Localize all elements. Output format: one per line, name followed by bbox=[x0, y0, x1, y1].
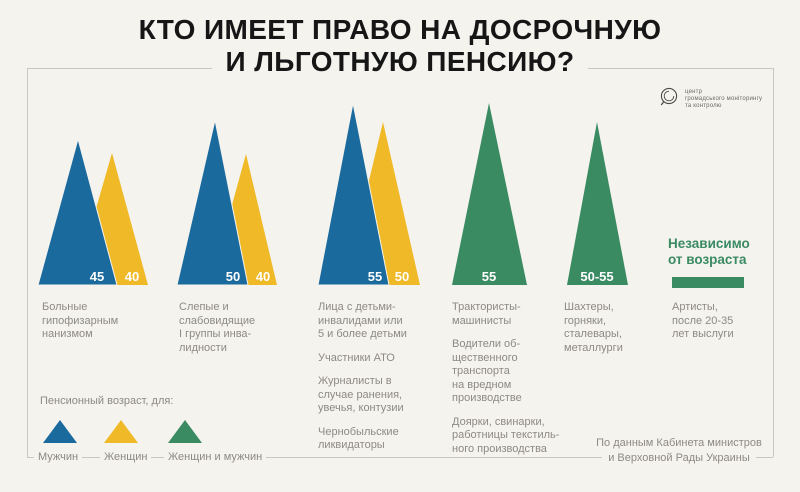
occupation-item: Чернобыльские ликвидаторы bbox=[318, 425, 399, 452]
occupation-column-5: Шахтеры, горняки, сталевары, металлурги bbox=[564, 301, 664, 365]
legend-label-both: Женщин и мужчин bbox=[164, 450, 267, 464]
legend-triangle-both bbox=[168, 420, 202, 443]
magnifier-icon bbox=[658, 86, 680, 113]
pension-age-value: 50 bbox=[226, 269, 240, 284]
age-note: Независимо от возраста bbox=[668, 236, 750, 267]
occupation-item: Больные гипофизарным нанизмом bbox=[42, 301, 119, 340]
source-line-1: По данным Кабинета министров bbox=[596, 437, 762, 449]
pension-age-value: 55 bbox=[482, 269, 496, 284]
legend-triangle-women bbox=[104, 420, 138, 443]
page-title: КТО ИМЕЕТ ПРАВО НА ДОСРОЧНУЮ И ЛЬГОТНУЮ … bbox=[0, 14, 800, 78]
occupation-item: Слепые и слабовидящие I группы инва- лид… bbox=[179, 301, 256, 354]
data-source: По данным Кабинета министров и Верховной… bbox=[588, 436, 770, 466]
occupation-item: Трактористы- машинисты bbox=[452, 301, 521, 327]
logo-line-3: та контролю bbox=[685, 103, 722, 109]
pension-age-value: 50-55 bbox=[580, 269, 613, 284]
pension-triangle-both bbox=[567, 122, 628, 285]
occupation-item: Шахтеры, горняки, сталевары, металлурги bbox=[564, 301, 623, 354]
pension-age-value: 55 bbox=[368, 269, 382, 284]
logo: центр громадського моніторингу та контро… bbox=[658, 86, 762, 113]
pension-age-value: 50 bbox=[395, 269, 409, 284]
logo-line-2: громадського моніторингу bbox=[685, 96, 763, 102]
occupation-item: Журналисты в случае ранения, увечья, кон… bbox=[318, 375, 404, 414]
occupation-item: Водители об- щественного транспорта на в… bbox=[452, 338, 522, 404]
legend-triangle-men bbox=[43, 420, 77, 443]
legend-label-men: Мужчин bbox=[34, 450, 83, 464]
legend-label-women: Женщин bbox=[100, 450, 152, 464]
occupation-column-1: Больные гипофизарным нанизмом bbox=[42, 301, 164, 352]
legend-title: Пенсионный возраст, для: bbox=[40, 395, 174, 407]
pension-age-value: 40 bbox=[125, 269, 139, 284]
bottom-frame-line bbox=[27, 457, 773, 458]
occupation-column-4: Трактористы- машинисты Водители об- ществ… bbox=[452, 301, 582, 466]
pension-age-value: 45 bbox=[90, 269, 104, 284]
logo-line-1: центр bbox=[685, 89, 703, 95]
title-line-2: И ЛЬГОТНУЮ ПЕНСИЮ? bbox=[211, 46, 589, 78]
occupation-column-3: Лица с детьми- инвалидами или 5 и более … bbox=[318, 301, 444, 463]
occupation-column-6: Артисты, после 20-35 лет выслуги bbox=[672, 301, 777, 352]
occupation-column-2: Слепые и слабовидящие I группы инва- лид… bbox=[179, 301, 301, 365]
pension-age-value: 40 bbox=[256, 269, 270, 284]
occupation-item: Доярки, свинарки, работницы текстиль- но… bbox=[452, 415, 560, 455]
left-frame-line bbox=[27, 68, 28, 457]
pension-triangle-men bbox=[37, 137, 118, 286]
pension-triangle-men bbox=[317, 102, 390, 286]
source-line-2: и Верховной Рады Украины bbox=[602, 451, 756, 466]
occupation-item: Артисты, после 20-35 лет выслуги bbox=[672, 301, 734, 340]
logo-org-name: центр громадського моніторингу та контро… bbox=[685, 89, 762, 110]
pension-triangle-both bbox=[452, 103, 527, 285]
regardless-of-age-bar bbox=[672, 277, 744, 288]
occupation-item: Участники АТО bbox=[318, 351, 395, 364]
pension-triangle-men bbox=[176, 119, 249, 286]
occupation-item: Лица с детьми- инвалидами или 5 и более … bbox=[318, 301, 407, 340]
title-line-1: КТО ИМЕЕТ ПРАВО НА ДОСРОЧНУЮ bbox=[138, 14, 662, 45]
right-frame-line bbox=[773, 68, 774, 457]
